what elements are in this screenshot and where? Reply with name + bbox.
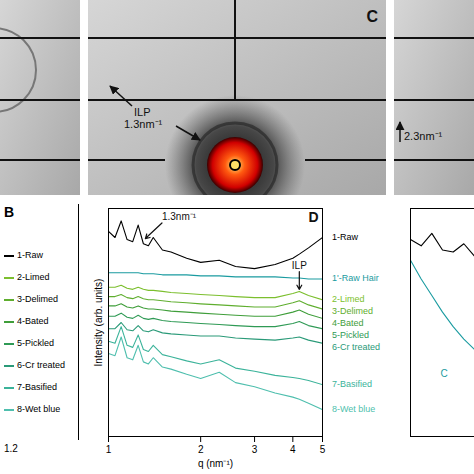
svg-text:C: C bbox=[366, 8, 378, 25]
html-text:2-Limed: 2-Limed bbox=[17, 272, 50, 282]
svg-text:Intensity (arb. units): Intensity (arb. units) bbox=[93, 279, 104, 367]
html-text:8-Wet blue: 8-Wet blue bbox=[332, 404, 376, 414]
html-text:7-Basified: 7-Basified bbox=[332, 379, 372, 390]
svg-text:q (nm⁻¹): q (nm⁻¹) bbox=[198, 458, 233, 469]
html-text:4-Bated: 4-Bated bbox=[332, 318, 364, 329]
html-text:1.2: 1.2 bbox=[4, 443, 18, 454]
svg-text:1: 1 bbox=[106, 444, 112, 455]
html-text:7-Basified: 7-Basified bbox=[17, 382, 57, 392]
html-text:3-Delimed: 3-Delimed bbox=[332, 306, 373, 317]
svg-text:4: 4 bbox=[290, 444, 296, 455]
svg-text:D: D bbox=[308, 209, 318, 225]
html-text:1-Raw: 1-Raw bbox=[332, 232, 358, 242]
svg-text:ILP: ILP bbox=[292, 260, 307, 271]
html-text:3-Delimed: 3-Delimed bbox=[17, 294, 58, 304]
svg-text:5: 5 bbox=[320, 444, 326, 455]
svg-text:2: 2 bbox=[198, 444, 204, 455]
html-text:5-Pickled: 5-Pickled bbox=[332, 330, 369, 341]
svg-text:ILP: ILP bbox=[134, 106, 151, 118]
html-text:1'-Raw Hair: 1'-Raw Hair bbox=[332, 273, 379, 284]
html-text:1-Raw: 1-Raw bbox=[17, 250, 43, 260]
svg-text:1.3nm⁻¹: 1.3nm⁻¹ bbox=[162, 211, 197, 222]
svg-text:C: C bbox=[441, 368, 448, 379]
svg-text:2.3nm⁻¹: 2.3nm⁻¹ bbox=[404, 130, 443, 142]
svg-text:3: 3 bbox=[252, 444, 258, 455]
html-text:6-Cr treated: 6-Cr treated bbox=[332, 342, 380, 353]
html-text:6-Cr treated: 6-Cr treated bbox=[17, 360, 65, 370]
html-text:2-Limed: 2-Limed bbox=[332, 294, 365, 305]
svg-text:1.3nm⁻¹: 1.3nm⁻¹ bbox=[124, 118, 163, 130]
html-text:B: B bbox=[4, 204, 15, 220]
html-text:5-Pickled: 5-Pickled bbox=[17, 338, 54, 348]
html-text:8-Wet blue: 8-Wet blue bbox=[17, 404, 61, 414]
html-text:4-Bated: 4-Bated bbox=[17, 316, 49, 326]
